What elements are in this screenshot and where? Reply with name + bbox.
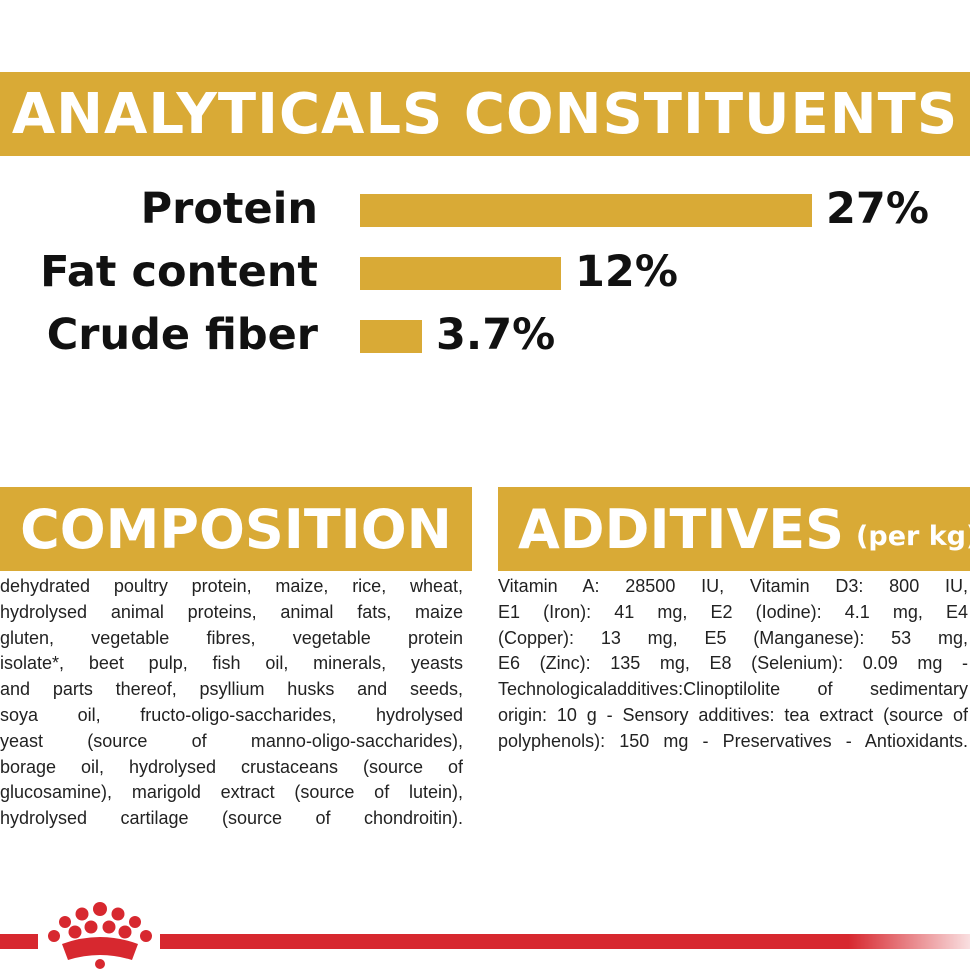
footer-red-line-left — [0, 934, 38, 949]
constituent-label: Crude fiber — [46, 310, 318, 360]
additives-line: E6 (Zinc): 135 mg, E8 (Selenium): 0.09 m… — [498, 653, 968, 674]
composition-title: COMPOSITION — [20, 497, 452, 561]
constituent-row-protein: Protein 27% — [0, 181, 970, 241]
composition-line: hydrolysed cartilage (source of chondroi… — [0, 808, 463, 829]
additives-title: ADDITIVES — [518, 497, 845, 561]
composition-line: glucosamine), marigold extract (source o… — [0, 782, 463, 803]
constituent-row-fiber: Crude fiber 3.7% — [0, 307, 970, 367]
additives-line: (Copper): 13 mg, E5 (Manganese): 53 mg, — [498, 627, 968, 648]
analytical-constituents-title: ANALYTICALS CONSTITUENTS — [11, 81, 959, 147]
constituent-value: 3.7% — [436, 310, 556, 360]
footer-red-line — [160, 934, 970, 949]
constituent-row-fat: Fat content 12% — [0, 244, 970, 304]
composition-banner: COMPOSITION — [0, 487, 472, 571]
analytical-constituents-banner: ANALYTICALS CONSTITUENTS — [0, 72, 970, 156]
composition-line: yeast (source of manno-oligo-saccharides… — [0, 730, 463, 751]
additives-line: Technologicaladditives:Clinoptilolite of… — [498, 679, 968, 700]
constituent-label: Fat content — [40, 247, 318, 297]
additives-banner: ADDITIVES (per kg) — [498, 487, 970, 571]
composition-line: isolate*, beet pulp, fish oil, minerals,… — [0, 653, 463, 674]
constituent-bar — [360, 194, 812, 227]
constituent-bar — [360, 320, 422, 353]
additives-text: Vitamin A: 28500 IU, Vitamin D3: 800 IU,… — [498, 574, 968, 755]
composition-text: dehydrated poultry protein, maize, rice,… — [0, 574, 463, 832]
composition-line: dehydrated poultry protein, maize, rice,… — [0, 576, 463, 596]
crown-icon — [48, 902, 152, 969]
constituent-label: Protein — [140, 184, 318, 234]
additives-subtitle: (per kg) — [856, 520, 970, 552]
additives-line: origin: 10 g - Sensory additives: tea ex… — [498, 704, 968, 725]
additives-line: polyphenols): 150 mg - Preservatives - A… — [498, 730, 968, 751]
additives-line: E1 (Iron): 41 mg, E2 (Iodine): 4.1 mg, E… — [498, 601, 968, 622]
constituent-bar — [360, 257, 561, 290]
composition-line: soya oil, fructo-oligo-saccharides, hydr… — [0, 704, 463, 725]
additives-line: Vitamin A: 28500 IU, Vitamin D3: 800 IU, — [498, 576, 968, 596]
composition-line: and parts thereof, psyllium husks and se… — [0, 679, 463, 700]
constituent-value: 27% — [826, 184, 929, 234]
composition-line: hydrolysed animal proteins, animal fats,… — [0, 601, 463, 622]
composition-line: borage oil, hydrolysed crustaceans (sour… — [0, 756, 463, 777]
constituent-value: 12% — [575, 247, 678, 297]
composition-line: gluten, vegetable fibres, vegetable prot… — [0, 627, 463, 648]
